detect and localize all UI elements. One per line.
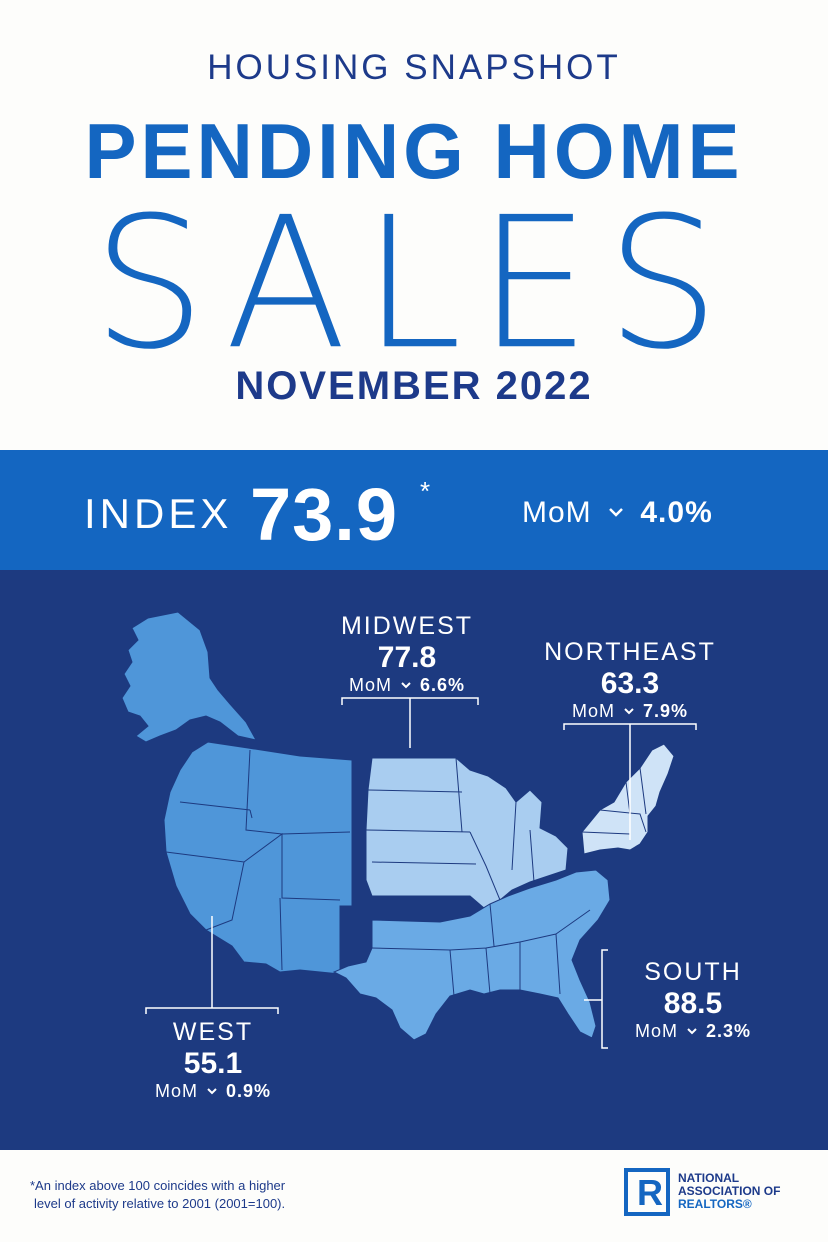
index-label: INDEX — [84, 490, 233, 537]
region-value: 88.5 — [663, 987, 723, 1020]
nar-logo-line-2: ASSOCIATION OF — [678, 1184, 781, 1198]
chevron-down-icon — [609, 508, 623, 517]
midwest-region-shape — [365, 757, 569, 909]
page-title-thin-text: SALES — [92, 177, 736, 390]
region-mom-label: MoM — [571, 701, 615, 721]
south-region-shape — [332, 869, 611, 1041]
nar-logo-line-3: REALTORS® — [678, 1197, 752, 1211]
chevron-down-icon — [207, 1088, 217, 1095]
midwest-connector — [341, 697, 479, 748]
nar-logo-line-1: NATIONAL — [678, 1171, 740, 1185]
kicker-title: HOUSING SNAPSHOT — [207, 48, 621, 87]
header: HOUSING SNAPSHOT PENDING HOME SALES NOVE… — [0, 0, 828, 450]
region-mom-label: MoM — [348, 675, 392, 695]
index-value: 73.9 — [250, 473, 399, 556]
page-title-bold: PENDING HOME — [84, 107, 744, 195]
chevron-down-icon — [401, 682, 411, 689]
region-midwest: MIDWEST 77.8 MoM 6.6% — [332, 612, 482, 696]
region-mom-label: MoM — [634, 1021, 678, 1041]
index-mom: MoM 4.0% — [522, 496, 713, 530]
west-connector — [145, 916, 279, 1014]
region-value: 77.8 — [377, 641, 437, 674]
region-mom-value: 0.9% — [226, 1081, 272, 1101]
chevron-down-icon — [624, 708, 634, 715]
index-band — [0, 450, 828, 570]
region-name: MIDWEST — [340, 612, 474, 640]
region-mom-label: MoM — [154, 1081, 198, 1101]
chevron-down-icon — [687, 1028, 697, 1035]
region-west: WEST 55.1 MoM 0.9% — [138, 1018, 288, 1102]
region-northeast: NORTHEAST 63.3 MoM 7.9% — [540, 638, 720, 722]
nar-logo-mark: R — [624, 1168, 670, 1216]
region-value: 55.1 — [183, 1047, 243, 1080]
index-mom-label: MoM — [522, 496, 592, 529]
footnote-line-1: *An index above 100 coincides with a hig… — [30, 1178, 286, 1193]
region-name: WEST — [172, 1018, 254, 1046]
region-name: NORTHEAST — [544, 638, 716, 666]
us-map-icon — [121, 611, 697, 1049]
region-mom-value: 7.9% — [643, 701, 689, 721]
footnote: *An index above 100 coincides with a hig… — [30, 1177, 285, 1213]
west-region-shape — [163, 741, 353, 975]
region-name: SOUTH — [644, 958, 742, 986]
region-mom: MoM 7.9% — [540, 701, 720, 722]
page-title-thin: SALES — [0, 177, 828, 390]
index-mom-value: 4.0% — [640, 496, 713, 529]
region-value: 63.3 — [600, 667, 660, 700]
region-mom-value: 2.3% — [706, 1021, 752, 1041]
region-mom: MoM 6.6% — [332, 675, 482, 696]
region-mom-value: 6.6% — [420, 675, 466, 695]
northeast-connector — [563, 723, 697, 840]
region-mom: MoM 0.9% — [138, 1081, 288, 1102]
footnote-line-2: level of activity relative to 2001 (2001… — [34, 1196, 286, 1211]
nar-logo-text: NATIONAL ASSOCIATION OF REALTORS® — [678, 1172, 780, 1211]
alaska-shape — [121, 611, 257, 743]
region-south: SOUTH 88.5 MoM 2.3% — [618, 958, 768, 1042]
index-footnote-marker: * — [420, 476, 431, 506]
nar-logo-letter: R — [637, 1172, 663, 1213]
south-connector — [584, 949, 608, 1049]
report-period: NOVEMBER 2022 — [235, 364, 593, 408]
region-mom: MoM 2.3% — [618, 1021, 768, 1042]
